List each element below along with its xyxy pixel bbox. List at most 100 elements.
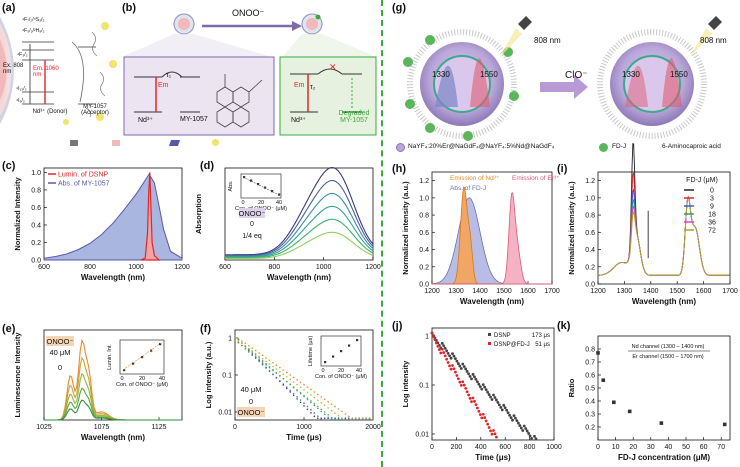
inset-d-point-3 [264,186,267,189]
series-d-5 [225,231,374,259]
series-f-2-pt [337,418,340,421]
series-j-fdj-pt [455,374,459,377]
legend-i-label-5: 72 [708,228,716,235]
xtick-label-k-0: 0 [596,444,600,451]
series-f-5-pt [272,361,274,364]
xtick-label-j-4: 800 [524,444,536,451]
ytick-label-i-1: 0.2 [585,264,595,271]
series-j-fdj-pt [451,364,454,367]
series-f-3-pt [306,397,309,399]
series-f-2-pt [334,418,336,421]
series-j-dsnp-pt [484,388,488,392]
series-j-fdj-pt [467,393,470,397]
legend-j-lifetime-0: 173 μs [532,333,550,339]
inset-e-ylabel: Lumin. Int. [107,344,113,370]
series-f-0-pt [289,391,292,393]
series-f-5-pt [310,388,312,391]
xtick-label-j-2: 400 [475,444,487,451]
ytick-label-k-2: 0.4 [585,399,595,406]
series-f-5-pt [365,417,367,420]
inset-f: Con. of ONOO⁻ (μM) Lifetime (μs) 0 20 40 [308,336,367,380]
xlabel-k: FD-J concentration (μM) [618,453,710,462]
series-j-dsnp-pt [468,374,472,378]
inset-f-point-2 [340,350,343,353]
panel-k-label: (k) [557,320,571,332]
series-f-1-pt [261,363,264,366]
series-f-3-pt [310,400,312,402]
series-f-3-pt [241,344,243,347]
xlabel-e: Wavelength (nm) [81,433,145,442]
inset-e-xtick-1: 20 [139,376,145,382]
series-f-4-pt [244,344,247,347]
series-f-1-pt [310,408,312,411]
series-f-5-pt [254,349,257,352]
series-f-3-pt [285,380,288,383]
series-j-fdj-pt [430,331,434,335]
legend-j-marker-0 [488,333,491,336]
legend-k-er: Er channel (1500 – 1700 nm) [632,354,703,360]
ytick-label-k-0: 0.2 [585,425,595,432]
g-right-peak-1550: 1550 [670,70,688,79]
series-j-dsnp-pt [471,372,475,376]
xlabel-f: Time (μs) [286,433,322,442]
series-f-4-pt [296,383,298,386]
series-f-5-pt [303,383,305,386]
series-j-dsnp-pt [454,357,457,361]
series-f-5-pt [372,417,374,420]
series-f-2-pt [258,357,260,359]
xtick-label-h-3: 1500 [496,288,512,295]
ytick-label-h-6: 1.2 [419,178,429,185]
annotation-e-0: 0 [58,363,62,372]
series-j-dsnp-pt [528,434,532,438]
series-j-fdj-pt [480,416,484,420]
series-j-fdj-pt [492,429,495,432]
series-j-fdj-pt [465,390,469,394]
legend-j-name-1: DSNP@FD-J [494,342,530,348]
series-f-5-pt [241,340,243,342]
series-j-dsnp-pt [449,356,453,360]
b-left-tau: τ₁ [166,72,172,79]
legend-h-abs: Abs. of FD-J [450,185,486,192]
annotation-d-eq: 1/4 eq [242,233,262,240]
inset-d-frame [240,173,282,199]
ytick-label-h-1: 0.2 [419,264,429,271]
point-k-0 [596,351,600,355]
series-j-fdj-pt [461,380,465,384]
series-j-dsnp-pt [522,424,526,428]
chart-k: (k) FD-J concentration (μM) Ratio 0 10 20 30 40… [557,320,731,462]
series-f-1-pt [313,412,316,414]
ytick-label-k-5: 0.7 [585,360,595,367]
series-j-dsnp-pt [515,419,519,423]
series-f-3-pt [327,414,329,416]
ytick-label-i-2: 0.4 [585,247,595,254]
g-legend-np: NaYF₄:20%Er@NaGdF₄@NaYF₄:5%Nd@NaGdF₄ [408,143,555,150]
series-f-5-pt [337,408,340,410]
ylabel-i: Normalized intensity (a.u.) [567,181,576,275]
series-j-dsnp-pt [489,395,492,399]
series-f-4-pt [261,357,264,360]
a-acceptor: MY-1057 (Acceptor) [81,104,109,116]
ytick-label-c-2: 0.4 [31,222,41,229]
series-f-2-pt [265,362,267,365]
annotation-f-0: 0 [249,397,253,406]
xlabel-j: Time (μs) [475,453,511,462]
series-f-0-pt [320,417,323,420]
series-j-dsnp-pt [497,403,501,407]
series-j-dsnp-pt [486,390,490,394]
series-f-4-pt [310,394,312,396]
inset-e-point-2 [141,356,144,359]
series-f-3-pt [248,350,250,352]
series-j-dsnp-pt [509,416,513,420]
legend-swatch-nayf4 [70,140,78,146]
series-f-4-pt [234,337,236,339]
series-f-5-pt [358,417,361,420]
xtick-label-h-0: 1200 [424,288,440,295]
g-left-particle [403,29,519,141]
b-right-em: Em [294,82,305,89]
inset-d-xtick-1: 20 [258,200,264,206]
series-j-fdj-pt [490,432,494,436]
inset-e-xtick-0: 0 [120,376,123,382]
xtick-label-k-5: 50 [682,444,690,451]
g-right-laser: 808 nm [700,36,727,45]
a-level-3: ⁴F₃/₂ [17,52,28,58]
